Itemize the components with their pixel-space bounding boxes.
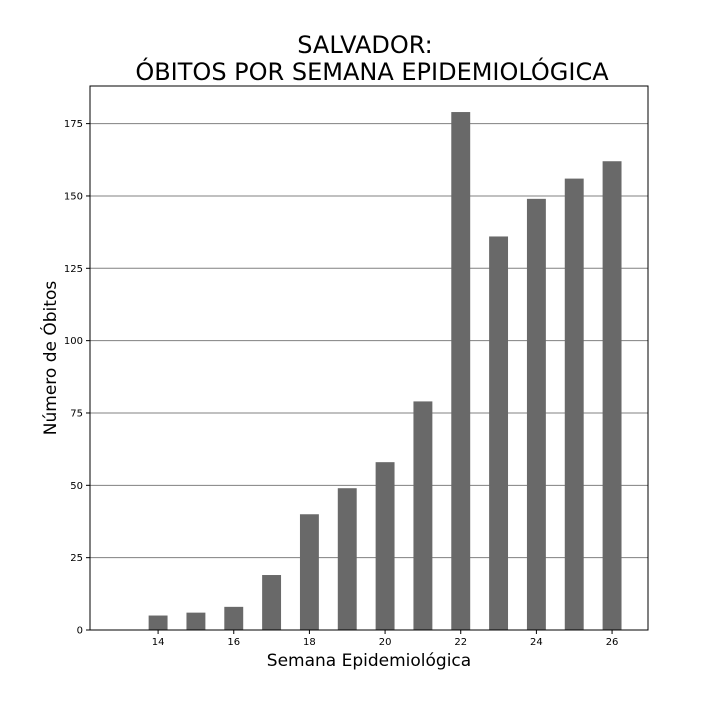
x-tick-label-22: 22 [454,637,467,648]
plot-frame [89,85,649,631]
x-tick-label-16: 16 [227,637,240,648]
x-tick-label-14: 14 [152,637,165,648]
bar-week-17 [262,575,282,630]
y-tick-label-0: 0 [77,626,83,637]
bar-week-15 [186,612,206,630]
bar-week-18 [299,514,319,630]
y-tick-label-25: 25 [70,553,83,564]
bar-week-19 [337,488,357,630]
x-tick-label-20: 20 [379,637,392,648]
x-tick-label-18: 18 [303,637,316,648]
y-tick-label-125: 125 [64,264,83,275]
bar-week-21 [413,401,433,630]
y-tick-label-50: 50 [70,481,83,492]
x-tick-label-26: 26 [606,637,619,648]
y-tick-label-100: 100 [64,336,83,347]
bars [148,112,622,631]
y-axis-label: Número de Óbitos [39,281,61,436]
bar-week-25 [564,178,584,630]
bar-week-22 [451,112,471,631]
bar-week-20 [375,462,395,630]
bar-week-23 [489,236,509,630]
x-axis-ticks: 14 16 18 20 22 24 26 [152,630,619,648]
bar-week-14 [148,615,168,630]
x-tick-label-24: 24 [530,637,543,648]
y-tick-label-75: 75 [70,408,83,419]
chart-title-line-2: ÓBITOS POR SEMANA EPIDEMIOLÓGICA [135,56,609,86]
x-axis-label: Semana Epidemiológica [267,651,471,671]
gridlines [90,123,648,559]
chart-title-line-1: SALVADOR: [297,31,433,59]
bar-week-16 [224,606,244,630]
y-tick-label-175: 175 [64,119,83,130]
y-tick-label-150: 150 [64,191,83,202]
y-axis-ticks: 0 25 50 75 100 125 150 175 [64,119,90,637]
bar-week-26 [602,161,622,630]
bar-week-24 [526,198,546,630]
